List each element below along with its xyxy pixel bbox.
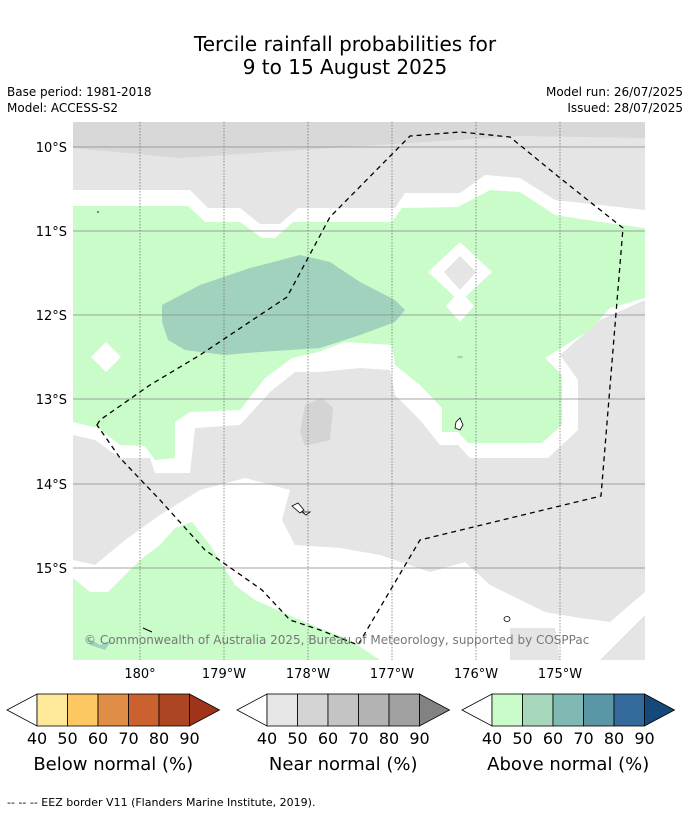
issued-date: Issued: 28/07/2025 (567, 101, 683, 115)
lon-label: 180° (124, 667, 155, 682)
longitude-gridlines (139, 122, 561, 660)
colorbar-tick-label: 60 (88, 729, 108, 748)
colorbar-segment (327, 693, 359, 727)
colorbar-label: Near normal (%) (269, 754, 418, 775)
colorbar-2: 40 50 60 70 80 90 Near normal (%) (236, 693, 451, 775)
colorbar-tick-label: 40 (27, 729, 47, 748)
colorbar-segment (583, 693, 615, 727)
colorbar-tick-label: 70 (118, 729, 138, 748)
colorbar-tick-label: 50 (287, 729, 307, 748)
longitude-labels: 180° 179°W 178°W 177°W 176°W 175°W (124, 667, 582, 682)
colorbar-segment (358, 693, 390, 727)
colorbar-1: 40 50 60 70 80 90 Below normal (%) (6, 693, 221, 775)
colorbar-min-arrow (461, 693, 493, 727)
colorbar-3: 40 50 60 70 80 90 Above normal (%) (461, 693, 676, 775)
white-small-diamond (91, 342, 121, 372)
near-normal-bottom-patch (510, 628, 560, 660)
colorbar-segment (522, 693, 554, 727)
colorbar-tick-label: 60 (318, 729, 338, 748)
lon-label: 176°W (454, 667, 498, 682)
eez-border (96, 131, 624, 646)
colorbar-min-arrow (236, 693, 268, 727)
latitude-gridlines (73, 146, 645, 569)
lon-label: 179°W (202, 667, 246, 682)
near-normal-corner (600, 615, 645, 660)
white-lower-diamond (446, 290, 474, 322)
colorbar-tick-label: 40 (257, 729, 277, 748)
colorbar-segment (552, 693, 584, 727)
lat-label: 10°S (36, 141, 67, 156)
lat-label: 13°S (36, 393, 67, 408)
lat-label: 12°S (36, 309, 67, 324)
teal-speck (457, 355, 463, 359)
colorbar-tick-label: 50 (512, 729, 532, 748)
above-normal-50-region (162, 255, 405, 355)
lon-label: 178°W (286, 667, 330, 682)
map-area (73, 122, 645, 660)
colorbar-segment (128, 693, 160, 727)
lat-label: 15°S (36, 562, 67, 577)
island-1 (454, 417, 464, 431)
colorbar-segment (297, 693, 329, 727)
base-period: Base period: 1981-2018 (7, 85, 152, 99)
colorbar-segment (67, 693, 99, 727)
colorbars: 40 50 60 70 80 90 Below normal (%) 40 50 60 70 80 90… (6, 693, 676, 775)
model-name: Model: ACCESS-S2 (7, 101, 119, 115)
colorbar-max-arrow (419, 693, 451, 727)
near-normal-50-band (73, 122, 645, 158)
colorbar-tick-label: 40 (482, 729, 502, 748)
colorbar-segment (36, 693, 68, 727)
colorbar-segment (491, 693, 523, 727)
colorbar-max-arrow (644, 693, 676, 727)
colorbar-tick-label: 80 (379, 729, 399, 748)
colorbar-segment (97, 693, 129, 727)
latitude-labels: 10°S 11°S 12°S 13°S 14°S 15°S (36, 141, 67, 577)
lon-label: 177°W (370, 667, 414, 682)
colorbar-segment (388, 693, 420, 727)
island-2 (291, 502, 305, 514)
teal-blob (88, 638, 112, 650)
colorbar-segment (613, 693, 645, 727)
colorbar-tick-label: 80 (149, 729, 169, 748)
colorbar-tick-label: 60 (543, 729, 563, 748)
lon-label: 175°W (538, 667, 582, 682)
model-run-date: Model run: 26/07/2025 (545, 85, 683, 99)
colorbar-max-arrow (189, 693, 221, 727)
map-title-line-2: 9 to 15 August 2025 (242, 55, 448, 79)
island-6 (142, 627, 153, 633)
colorbar-tick-label: 70 (573, 729, 593, 748)
colorbar-segment (158, 693, 190, 727)
above-normal-lower-region (73, 522, 380, 660)
copyright-notice: © Commonwealth of Australia 2025, Bureau… (84, 633, 589, 647)
colorbar-min-arrow (6, 693, 38, 727)
eez-footnote: -- -- -- EEZ border V11 (Flanders Marine… (7, 796, 316, 809)
colorbar-tick-label: 70 (348, 729, 368, 748)
colorbar-label: Below normal (%) (33, 754, 193, 775)
map-title-line-1: Tercile rainfall probabilities for (193, 32, 497, 56)
colorbar-label: Above normal (%) (487, 754, 649, 775)
colorbar-tick-label: 50 (57, 729, 77, 748)
island-5 (97, 211, 99, 213)
colorbar-tick-label: 90 (409, 729, 429, 748)
island-4 (503, 616, 511, 622)
lat-label: 11°S (36, 225, 67, 240)
lat-label: 14°S (36, 478, 67, 493)
colorbar-tick-label: 90 (634, 729, 654, 748)
grey-diamond (444, 256, 476, 290)
colorbar-segment (266, 693, 298, 727)
island-3 (300, 511, 312, 516)
colorbar-tick-label: 90 (179, 729, 199, 748)
colorbar-tick-label: 80 (604, 729, 624, 748)
